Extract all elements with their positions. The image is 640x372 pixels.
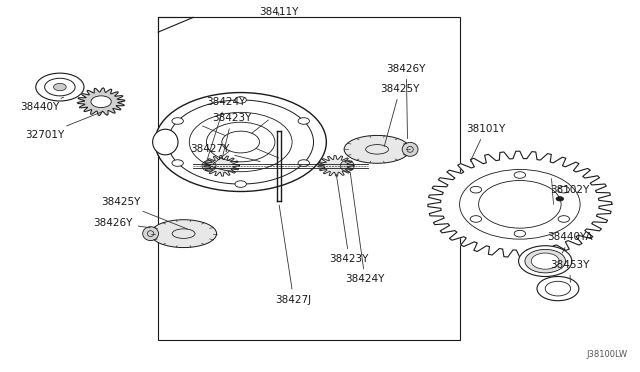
Ellipse shape: [340, 160, 355, 171]
Text: 38427J: 38427J: [276, 205, 312, 305]
Text: 38101Y: 38101Y: [466, 124, 505, 161]
Circle shape: [54, 83, 66, 91]
Circle shape: [36, 73, 84, 101]
Circle shape: [558, 186, 570, 193]
Circle shape: [172, 118, 183, 124]
Text: 38424Y: 38424Y: [346, 172, 385, 285]
Circle shape: [514, 230, 525, 237]
Polygon shape: [77, 88, 125, 115]
Text: 38411Y: 38411Y: [259, 7, 298, 17]
Circle shape: [514, 172, 525, 178]
Text: 38423Y: 38423Y: [330, 174, 369, 264]
Circle shape: [558, 216, 570, 222]
Circle shape: [556, 197, 564, 201]
Text: 38423Y: 38423Y: [212, 113, 252, 158]
Circle shape: [470, 186, 482, 193]
Circle shape: [298, 118, 310, 124]
Circle shape: [298, 160, 310, 166]
Circle shape: [235, 181, 246, 187]
Text: 38426Y: 38426Y: [93, 218, 150, 228]
Circle shape: [91, 96, 111, 108]
Ellipse shape: [202, 160, 216, 171]
Text: 38425Y: 38425Y: [380, 84, 420, 147]
Circle shape: [235, 97, 246, 103]
Text: 38102Y: 38102Y: [550, 185, 589, 199]
Polygon shape: [318, 155, 354, 176]
Text: 38425Y: 38425Y: [101, 198, 188, 229]
Text: 38440Y: 38440Y: [20, 97, 63, 112]
Text: 38427Y: 38427Y: [190, 144, 260, 161]
Ellipse shape: [143, 227, 159, 241]
Circle shape: [155, 93, 326, 192]
Text: 38440YA: 38440YA: [547, 232, 593, 253]
Text: 38426Y: 38426Y: [387, 64, 426, 138]
Circle shape: [531, 253, 559, 269]
Ellipse shape: [150, 220, 216, 247]
Polygon shape: [428, 151, 612, 257]
Text: 32701Y: 32701Y: [25, 112, 102, 140]
Circle shape: [45, 78, 75, 96]
Circle shape: [537, 276, 579, 301]
Ellipse shape: [152, 129, 178, 155]
Ellipse shape: [344, 135, 410, 163]
Circle shape: [470, 216, 482, 222]
Text: 38453Y: 38453Y: [550, 260, 589, 282]
Circle shape: [525, 249, 566, 273]
Text: J38100LW: J38100LW: [587, 350, 628, 359]
Circle shape: [545, 281, 571, 296]
Text: 38424Y: 38424Y: [206, 97, 245, 161]
Bar: [158, 17, 460, 340]
Circle shape: [518, 246, 572, 276]
Ellipse shape: [402, 142, 418, 156]
Circle shape: [172, 160, 183, 166]
Polygon shape: [204, 155, 239, 176]
